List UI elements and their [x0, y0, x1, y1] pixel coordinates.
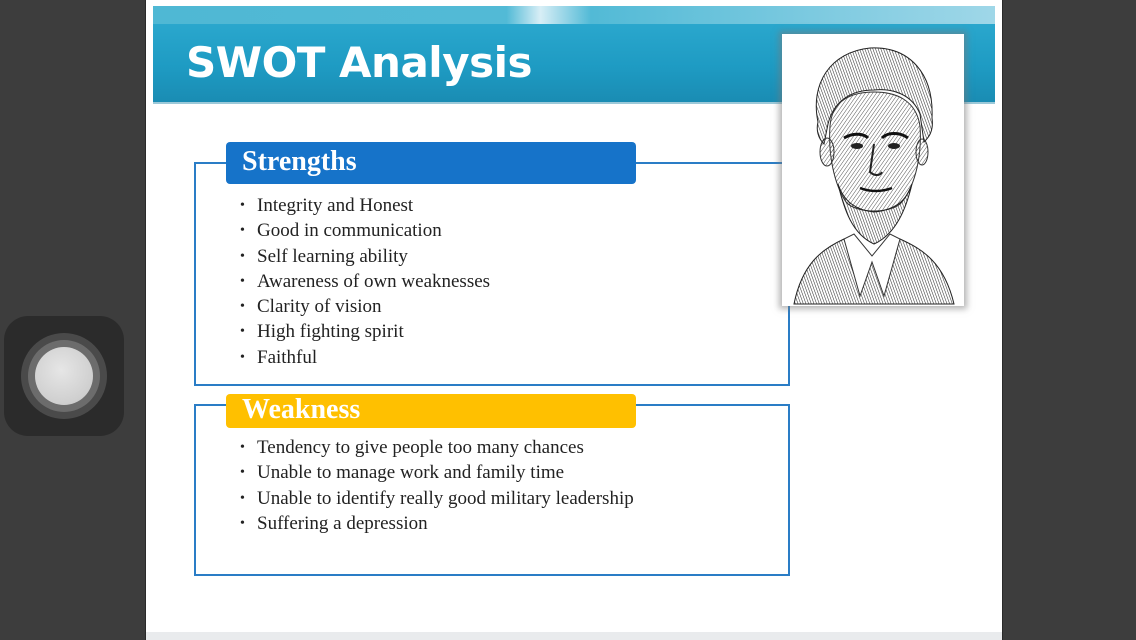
- list-item: Self learning ability: [240, 244, 490, 269]
- list-item: High fighting spirit: [240, 319, 490, 344]
- list-item: Clarity of vision: [240, 294, 490, 319]
- slide-footer-band: [146, 632, 1002, 640]
- list-item: Integrity and Honest: [240, 193, 490, 218]
- list-item: Tendency to give people too many chances: [240, 435, 634, 460]
- weakness-list: Tendency to give people too many chances…: [240, 435, 634, 536]
- list-item: Unable to manage work and family time: [240, 460, 634, 485]
- list-item: Good in communication: [240, 218, 490, 243]
- assistive-touch-icon: [35, 347, 93, 405]
- presentation-slide: SWOT Analysis Strengths Integrity and Ho…: [146, 0, 1002, 640]
- strengths-heading: Strengths: [226, 142, 636, 184]
- decorative-header-strip: [153, 6, 995, 26]
- portrait-engraving-icon: [793, 47, 955, 305]
- assistive-touch-button[interactable]: [4, 316, 124, 436]
- list-item: Unable to identify really good military …: [240, 486, 634, 511]
- list-item: Suffering a depression: [240, 511, 634, 536]
- strengths-list: Integrity and Honest Good in communicati…: [240, 193, 490, 370]
- list-item: Awareness of own weaknesses: [240, 269, 490, 294]
- portrait-image: [782, 34, 964, 306]
- weakness-heading: Weakness: [226, 394, 636, 428]
- list-item: Faithful: [240, 345, 490, 370]
- slide-title: SWOT Analysis: [186, 38, 532, 87]
